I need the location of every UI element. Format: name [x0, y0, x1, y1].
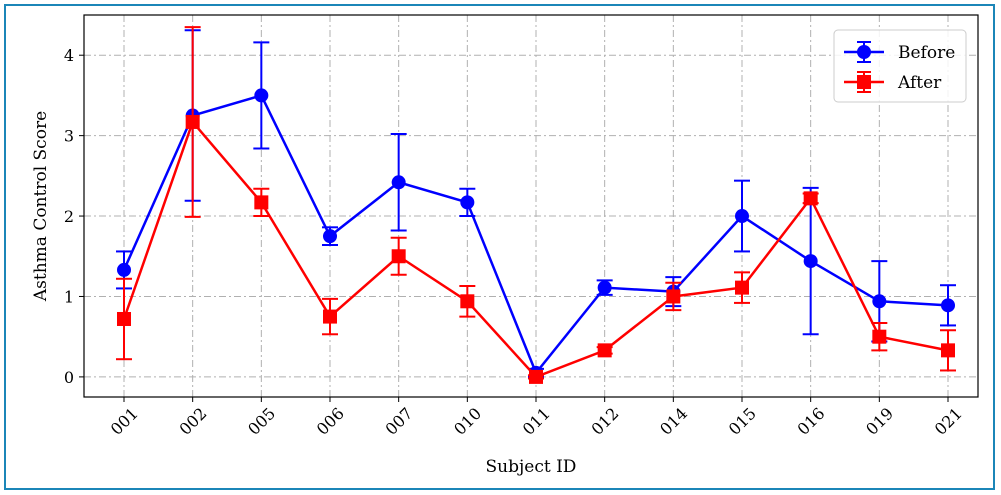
legend-marker	[857, 45, 871, 59]
legend-item: Before	[844, 41, 955, 63]
data-point	[872, 329, 887, 344]
data-point	[941, 298, 955, 313]
x-tick-label: 021	[931, 404, 966, 439]
plot-area-border	[83, 14, 979, 398]
legend-item: After	[844, 71, 942, 93]
data-point	[254, 195, 269, 210]
legend-label: Before	[898, 43, 955, 63]
data-point	[185, 114, 200, 129]
data-point	[872, 294, 887, 309]
x-tick-label: 015	[725, 404, 760, 439]
x-tick-label: 016	[794, 404, 829, 439]
data-point	[323, 229, 337, 244]
data-point	[735, 209, 749, 224]
x-tick-label: 014	[656, 404, 691, 439]
y-axis-label: Asthma Control Score	[31, 111, 51, 302]
data-point	[117, 262, 131, 277]
axis-ticks: 001 002 005 006 007 010 011 012 014 015 016 019 0210…	[64, 46, 966, 439]
y-tick-label: 4	[64, 46, 74, 65]
y-tick-label: 1	[64, 287, 74, 306]
legend-marker	[857, 75, 871, 89]
data-point	[391, 249, 406, 264]
x-tick-label: 006	[313, 404, 348, 439]
data-point	[666, 289, 681, 304]
legend: Before After	[833, 29, 967, 103]
legend-label: After	[897, 73, 942, 93]
x-tick-label: 002	[176, 404, 211, 439]
data-point	[803, 191, 818, 206]
data-point	[803, 254, 818, 269]
chart-frame	[4, 4, 995, 490]
y-tick-label: 2	[64, 207, 74, 226]
data-point	[735, 280, 749, 295]
x-tick-label: 007	[382, 404, 417, 439]
data-point	[529, 369, 543, 384]
data-point	[391, 175, 406, 190]
series-after	[116, 26, 956, 384]
y-tick-label: 3	[64, 127, 74, 146]
data-point	[597, 343, 612, 358]
data-point	[117, 311, 131, 326]
x-tick-label: 005	[244, 404, 279, 439]
data-point	[460, 195, 475, 210]
x-tick-label: 019	[862, 404, 897, 439]
data-point	[597, 280, 612, 295]
x-tick-label: 001	[107, 404, 142, 439]
x-tick-label: 012	[588, 404, 623, 439]
data-point	[254, 88, 269, 103]
data-point	[323, 309, 337, 324]
data-point	[941, 343, 955, 358]
x-tick-label: 011	[519, 404, 554, 439]
series-layer	[116, 26, 956, 384]
x-tick-label: 010	[450, 404, 485, 439]
data-point	[460, 294, 475, 309]
x-axis-label: Subject ID	[486, 457, 577, 477]
y-tick-label: 0	[64, 368, 74, 387]
